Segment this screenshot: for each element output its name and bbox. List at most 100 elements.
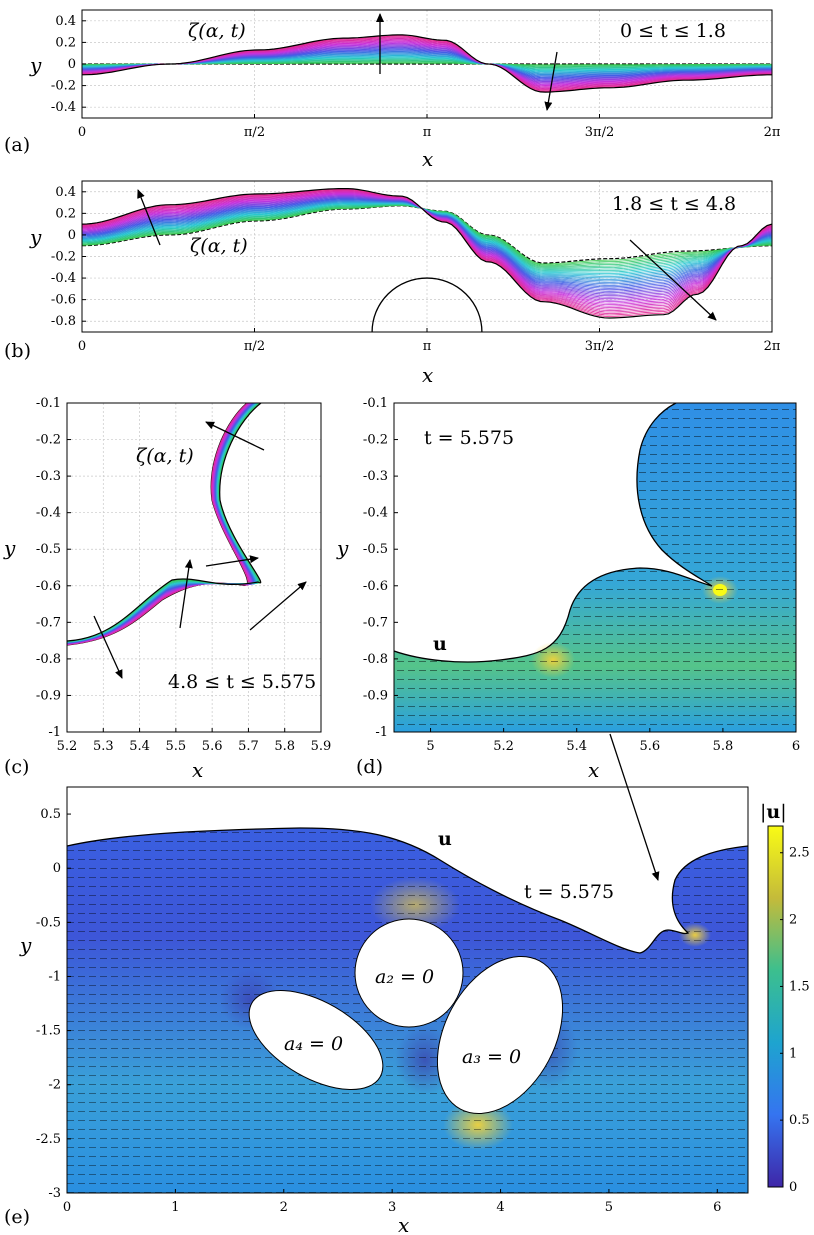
y-tick-label: -2.5 (36, 1132, 61, 1147)
y-tick-label: -0.3 (36, 469, 61, 484)
panel-b-xlabel: x (422, 363, 433, 387)
y-tick-label: -3 (48, 1186, 61, 1201)
panel-e-label-a3: a₃ = 0 (462, 1046, 521, 1068)
panel-e-frame (66, 786, 749, 1194)
panel-d-interface (394, 403, 713, 663)
y-tick-label: -0.6 (51, 293, 76, 308)
x-tick-label: 5.4 (566, 739, 587, 754)
panel-e: 0 1 2 3 4 5 6 0.5 0 -0.5 -1 -1.5 -2 -2.5 -3 a₂ = 0 a₃… (4, 786, 810, 1235)
panel-b: 0 π/2 π 3π/2 2π 0.4 0.2 0 -0.2 -0.4 -0.6 -0.8 ζ(α,… (4, 180, 781, 387)
colorbar-tick-label: 2.5 (789, 846, 810, 861)
y-tick-label: -0.5 (36, 542, 61, 557)
x-tick-label: 3 (388, 1200, 396, 1215)
y-tick-label: -0.9 (363, 688, 388, 703)
panel-e-label-a2: a₂ = 0 (375, 966, 434, 988)
y-tick-label: -0.9 (36, 688, 61, 703)
x-tick-label: 4 (496, 1200, 504, 1215)
x-tick-label: π (423, 125, 432, 140)
y-tick-label: -0.1 (363, 396, 388, 411)
panel-d: 5 5.2 5.4 5.6 5.8 6 -0.1-0.2-0.3-0.4-0.5-0.6-… (336, 396, 800, 881)
panel-e-obstacle-a2 (354, 918, 464, 1028)
interface-curve (67, 403, 262, 642)
panel-d-x-ticks: 5 5.2 5.4 5.6 5.8 6 (426, 728, 800, 754)
panel-a-ylabel: y (29, 53, 42, 77)
panel-d-quiver (394, 403, 796, 732)
x-tick-label: 5 (605, 1200, 613, 1215)
panel-b-obstacle (371, 277, 483, 332)
colorbar-tick-label: 1.5 (789, 979, 810, 994)
panel-c-arrow-5 (93, 615, 123, 679)
panel-d-xlabel: x (588, 758, 599, 782)
y-tick-label: 0 (53, 861, 61, 876)
x-tick-label: 5.8 (274, 739, 295, 754)
panel-a-label: (a) (4, 134, 30, 156)
panel-a-zeta-label: ζ(α, t) (188, 20, 246, 42)
panel-b-y-ticks: 0.4 0.2 0 -0.2 -0.4 -0.6 -0.8 (51, 185, 86, 329)
y-tick-label: -0.7 (363, 615, 388, 630)
panel-b-zeta-label: ζ(α, t) (190, 235, 248, 257)
x-tick-label: 0 (78, 125, 86, 140)
panel-b-time-range: 1.8 ≤ t ≤ 4.8 (612, 193, 736, 215)
x-tick-label: 5.9 (311, 739, 332, 754)
y-tick-label: 0 (68, 57, 76, 72)
y-tick-label: -0.2 (51, 79, 76, 94)
panel-b-ylabel: y (29, 225, 42, 249)
y-tick-label: -0.4 (363, 506, 388, 521)
panel-d-velocity-symbol: u (433, 633, 447, 655)
panel-a-x-ticks: 0 π/2 π 3π/2 2π (78, 114, 781, 140)
panel-e-label: (e) (4, 1206, 30, 1228)
panel-a-xlabel: x (422, 147, 433, 171)
y-tick-label: -0.2 (36, 433, 61, 448)
panel-c-arrow-2 (179, 559, 193, 629)
panel-c-arrow-3 (205, 555, 259, 567)
panel-d-label: (d) (356, 756, 383, 778)
panel-e-x-ticks: 0 1 2 3 4 5 6 (63, 1189, 721, 1215)
x-tick-label: 2π (764, 339, 781, 354)
x-tick-label: π/2 (244, 339, 265, 354)
x-tick-label: 3π/2 (585, 339, 614, 354)
x-tick-label: 5.8 (713, 739, 734, 754)
y-tick-label: -0.5 (363, 542, 388, 557)
panel-a: 0 π/2 π 3π/2 2π 0.4 0.2 0 -0.2 -0.4 ζ(α, t) 0 ≤ … (4, 9, 781, 171)
x-tick-label: 5.4 (129, 739, 150, 754)
y-tick-label: -0.2 (51, 250, 76, 265)
y-tick-label: -0.5 (36, 915, 61, 930)
panel-c-y-ticks: -0.1 -0.2 -0.3 -0.4 -0.5 -0.6 -0.7 -0.8 -0.9 -1 (36, 396, 71, 740)
y-tick-label: -0.4 (51, 271, 76, 286)
panel-e-label-a4: a₄ = 0 (284, 1033, 343, 1055)
x-tick-label: 5.2 (57, 739, 78, 754)
x-tick-label: π/2 (244, 125, 265, 140)
colorbar-tick-label: 0 (789, 1180, 797, 1195)
panel-c-arrow-4 (249, 581, 307, 631)
x-tick-label: 5.6 (639, 739, 660, 754)
colorbar-tick-label: 0.5 (789, 1113, 810, 1128)
y-tick-label: 0.2 (55, 35, 76, 50)
panel-c: 5.2 5.3 5.4 5.5 5.6 5.7 5.8 5.9 -0.1-0.2-0.3-0.… (3, 396, 331, 782)
panel-c-time-range: 4.8 ≤ t ≤ 5.575 (168, 671, 316, 693)
y-tick-label: -1.5 (36, 1024, 61, 1039)
panel-d-to-e-arrow (609, 733, 660, 881)
y-tick-label: -0.7 (36, 615, 61, 630)
panel-c-xlabel: x (192, 758, 203, 782)
y-tick-label: 0.4 (55, 185, 76, 200)
interface-curve (82, 34, 772, 93)
x-tick-label: 0 (78, 339, 86, 354)
y-tick-label: -0.4 (36, 506, 61, 521)
y-tick-label: -0.4 (51, 100, 76, 115)
y-tick-label: -0.8 (363, 652, 388, 667)
y-tick-label: 0.5 (40, 807, 61, 822)
y-tick-label: -1 (48, 725, 61, 740)
interface-curve (82, 188, 772, 319)
panel-c-curves (67, 403, 262, 646)
panel-e-interface (67, 827, 748, 954)
x-tick-label: 5.3 (93, 739, 114, 754)
panel-d-y-ticks: -0.1 -0.2 -0.3 -0.4 -0.5 -0.6 -0.7 -0.8 -0.9 -1 (363, 396, 398, 740)
y-tick-label: -0.2 (363, 433, 388, 448)
panel-e-velocity-symbol: u (438, 828, 452, 850)
x-tick-label: 2π (764, 125, 781, 140)
x-tick-label: 3π/2 (585, 125, 614, 140)
panel-b-arrow-up (137, 189, 161, 246)
panel-c-zeta-label: ζ(α, t) (136, 445, 194, 467)
y-tick-label: 0.2 (55, 206, 76, 221)
